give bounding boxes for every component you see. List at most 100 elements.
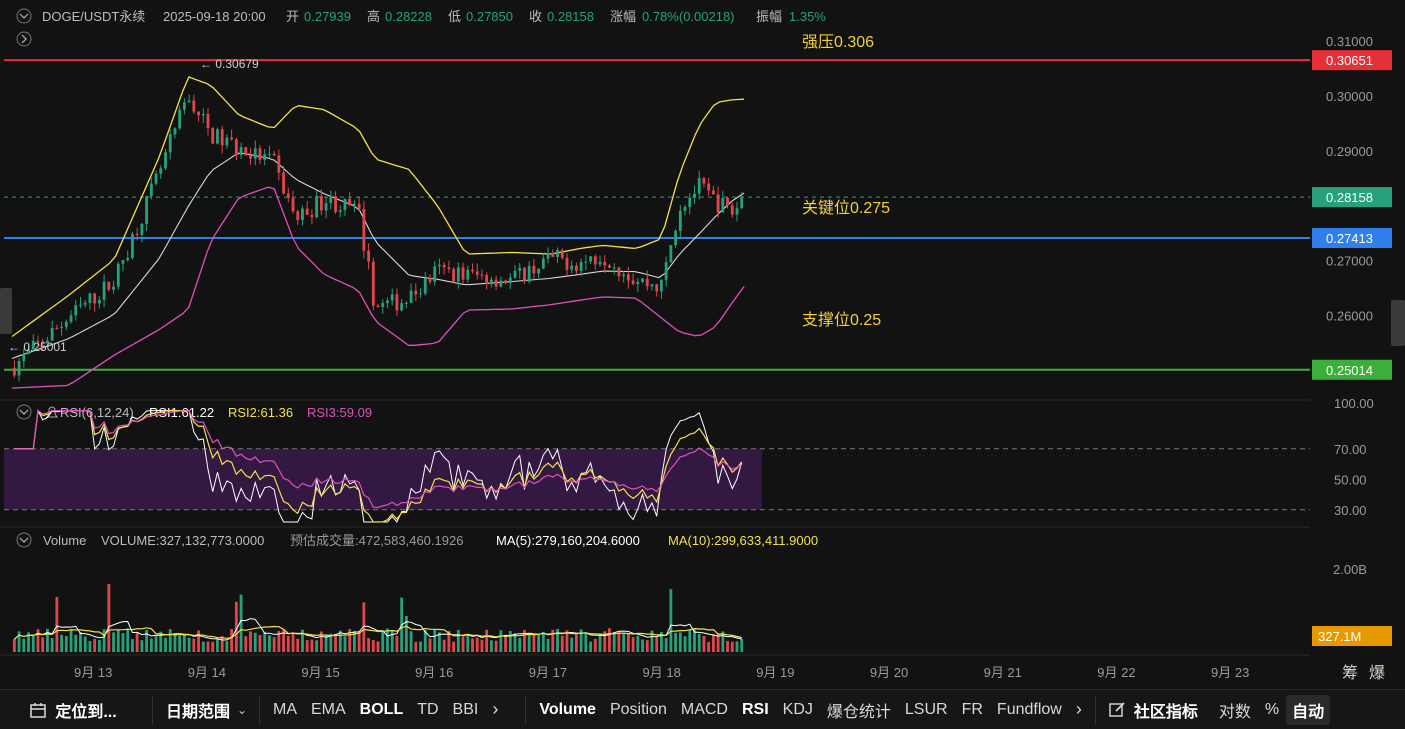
candle[interactable]	[41, 341, 45, 344]
candle[interactable]	[574, 265, 578, 272]
indicator-lsur-tab[interactable]: LSUR	[904, 700, 948, 718]
candle[interactable]	[348, 198, 352, 206]
candle[interactable]	[508, 277, 512, 283]
candle[interactable]	[173, 128, 177, 135]
candle[interactable]	[267, 153, 271, 155]
candle[interactable]	[131, 233, 134, 258]
candle[interactable]	[159, 168, 163, 174]
indicator-kdj-tab[interactable]: KDJ	[782, 700, 813, 718]
candle[interactable]	[79, 304, 82, 306]
candle[interactable]	[419, 293, 422, 295]
candle[interactable]	[650, 284, 654, 287]
candle[interactable]	[579, 261, 583, 272]
locate-button[interactable]: 定位到...	[0, 698, 146, 722]
chevron-right-icon[interactable]: ›	[492, 699, 499, 719]
candle[interactable]	[683, 207, 687, 211]
candle[interactable]	[230, 137, 234, 140]
candle[interactable]	[296, 211, 300, 221]
candle[interactable]	[726, 197, 729, 206]
candle[interactable]	[234, 139, 238, 156]
candle[interactable]	[730, 205, 734, 215]
candle[interactable]	[532, 265, 536, 274]
candle[interactable]	[447, 267, 451, 270]
candle[interactable]	[721, 197, 725, 213]
candle[interactable]	[608, 265, 611, 268]
candle[interactable]	[485, 274, 489, 285]
expand-icon[interactable]	[16, 31, 32, 47]
left-panel-handle[interactable]	[0, 288, 12, 334]
candle[interactable]	[253, 148, 257, 159]
candle[interactable]	[641, 278, 644, 282]
candle[interactable]	[97, 299, 101, 304]
candle[interactable]	[711, 190, 715, 195]
indicator-bbi-tab[interactable]: BBI	[452, 700, 479, 718]
candle[interactable]	[371, 261, 375, 306]
candle[interactable]	[216, 129, 219, 144]
candle[interactable]	[612, 267, 616, 269]
candle[interactable]	[376, 305, 380, 308]
candle[interactable]	[390, 294, 394, 301]
candle[interactable]	[291, 197, 295, 212]
candle[interactable]	[494, 279, 498, 287]
candle[interactable]	[556, 250, 559, 257]
candle[interactable]	[400, 303, 404, 311]
candle[interactable]	[277, 155, 281, 173]
candle[interactable]	[740, 197, 744, 209]
community-indicators-button[interactable]: 社区指标	[1102, 698, 1198, 722]
chevron-right-icon[interactable]: ›	[1075, 699, 1082, 719]
indicator-volume-tab[interactable]: Volume	[539, 700, 596, 718]
candle[interactable]	[622, 274, 626, 277]
candle[interactable]	[182, 102, 186, 110]
candle[interactable]	[36, 340, 40, 342]
indicator-td-tab[interactable]: TD	[417, 700, 439, 718]
candle[interactable]	[523, 267, 526, 282]
candle[interactable]	[357, 203, 361, 209]
candle[interactable]	[164, 152, 167, 169]
candle[interactable]	[664, 262, 668, 280]
candle[interactable]	[102, 281, 106, 300]
candle[interactable]	[319, 195, 323, 211]
candle[interactable]	[626, 274, 630, 281]
indicator-fr-tab[interactable]: FR	[961, 700, 983, 718]
candle[interactable]	[423, 278, 427, 294]
candle[interactable]	[537, 268, 541, 274]
candle[interactable]	[660, 279, 663, 292]
candle[interactable]	[367, 250, 371, 262]
candle[interactable]	[584, 261, 588, 263]
log-scale-toggle[interactable]: 对数	[1218, 703, 1251, 721]
candle[interactable]	[310, 214, 314, 218]
candle[interactable]	[381, 303, 385, 308]
candle[interactable]	[272, 153, 276, 156]
candle[interactable]	[220, 129, 224, 146]
candle[interactable]	[211, 127, 215, 144]
candle[interactable]	[551, 252, 555, 257]
candle[interactable]	[697, 178, 701, 194]
candle[interactable]	[46, 340, 49, 344]
candle[interactable]	[598, 261, 602, 265]
candle[interactable]	[504, 280, 507, 283]
candle[interactable]	[83, 302, 87, 305]
candle[interactable]	[244, 147, 248, 156]
collapse-icon[interactable]	[16, 8, 32, 24]
candle[interactable]	[702, 178, 706, 184]
candle[interactable]	[489, 279, 493, 285]
candle[interactable]	[589, 256, 592, 262]
candle[interactable]	[353, 203, 356, 206]
indicator-macd-tab[interactable]: MACD	[680, 700, 728, 718]
candle[interactable]	[461, 267, 465, 280]
indicator-ma-tab[interactable]: MA	[273, 700, 297, 718]
candle[interactable]	[409, 290, 413, 303]
candle[interactable]	[239, 147, 243, 156]
candle[interactable]	[655, 284, 659, 292]
candle[interactable]	[428, 278, 432, 282]
candle[interactable]	[513, 270, 517, 278]
candle[interactable]	[546, 252, 550, 259]
candle[interactable]	[135, 233, 139, 235]
candle[interactable]	[688, 197, 692, 208]
right-panel-handle[interactable]	[1391, 300, 1405, 346]
candle[interactable]	[414, 290, 418, 295]
candle[interactable]	[343, 198, 347, 211]
candle[interactable]	[88, 293, 92, 303]
candle[interactable]	[140, 223, 144, 235]
candle[interactable]	[93, 293, 97, 304]
